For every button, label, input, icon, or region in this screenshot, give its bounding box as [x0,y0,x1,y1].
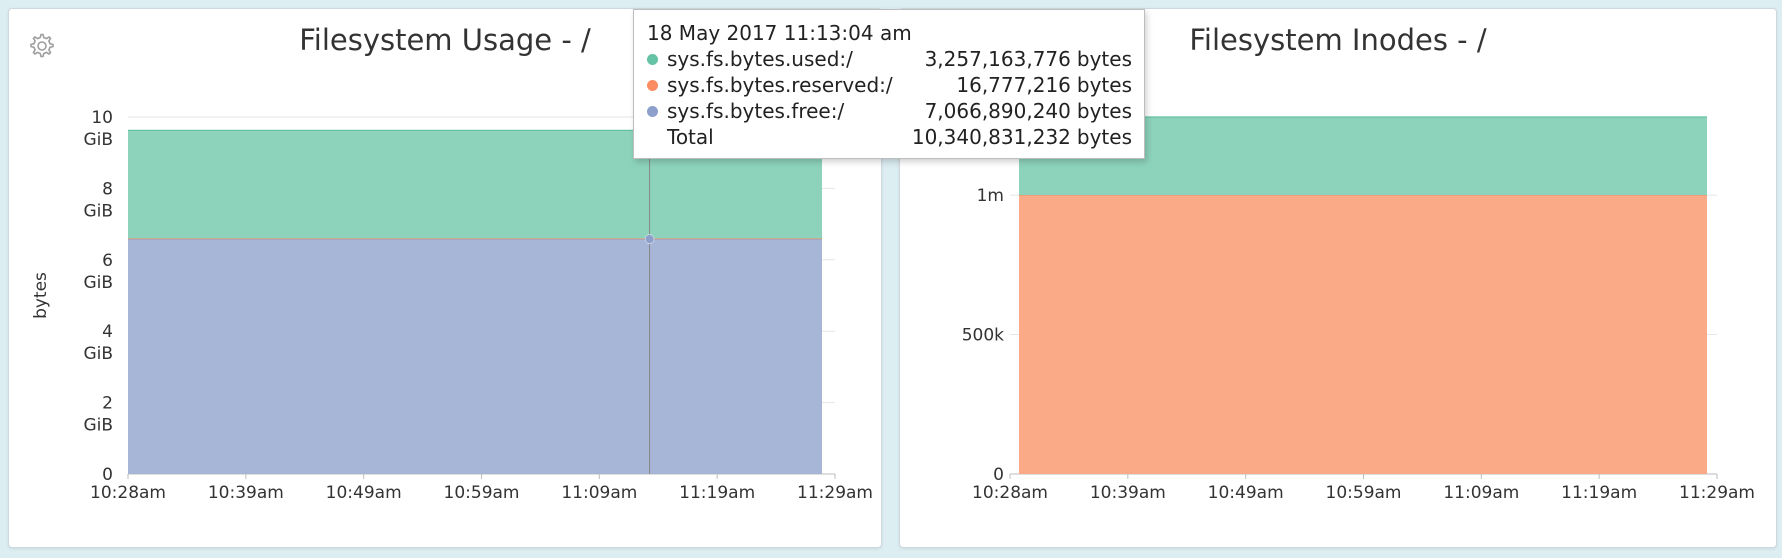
x-tick-label: 11:09am [561,483,637,503]
y-tick-label: 4 [102,322,113,342]
x-tick-label: 10:49am [326,483,402,503]
x-tick-label: 10:39am [1090,483,1166,503]
x-tick-label: 11:19am [679,483,755,503]
x-tick-label: 11:09am [1443,483,1519,503]
y-tick-label: 500k [962,326,1004,346]
x-tick-label: 11:29am [797,483,873,503]
tooltip-row-used: sys.fs.bytes.used:/ 3,257,163,776 bytes [647,46,1132,72]
y-tick-label: 10 [91,108,113,128]
area-free [128,239,822,474]
x-tick-label: 10:28am [90,483,166,503]
y-tick-label: GiB [83,416,113,436]
tooltip-series-value: 16,777,216 [956,73,1071,97]
y-tick-label: GiB [83,273,113,293]
tooltip-series-unit: bytes [1076,99,1132,123]
tooltip-series-name: sys.fs.bytes.reserved:/ [667,73,893,97]
tooltip-series-unit: bytes [1076,47,1132,71]
y-tick-label: 2 [102,394,113,414]
x-tick-label: 11:19am [1561,483,1637,503]
y-axis-label: bytes [31,272,51,319]
y-tick-label: 6 [102,251,113,271]
tooltip-series-value: 7,066,890,240 [924,99,1071,123]
tooltip-total-unit: bytes [1076,125,1132,149]
tooltip-timestamp: 18 May 2017 11:13:04 am [647,21,912,45]
tooltip-series-name: sys.fs.bytes.used:/ [667,47,853,71]
tooltip-row-total: Total 10,340,831,232 bytes [647,124,1132,150]
series-dot-icon [647,79,658,91]
y-tick-label: 0 [993,465,1004,485]
area-reserved [1019,195,1707,474]
x-tick-label: 10:39am [208,483,284,503]
panel-title: Filesystem Usage - / [299,23,591,57]
x-tick-label: 10:49am [1208,483,1284,503]
x-tick-label: 10:59am [1326,483,1402,503]
panel-title: Filesystem Inodes - / [1189,23,1487,57]
tooltip-row-free: sys.fs.bytes.free:/ 7,066,890,240 bytes [647,98,1132,124]
hover-point [644,234,655,244]
chart-tooltip: 18 May 2017 11:13:04 am sys.fs.bytes.use… [633,9,1145,159]
y-tick-label: GiB [83,130,113,150]
series-dot-spacer [647,132,658,143]
tooltip-row-reserved: sys.fs.bytes.reserved:/ 16,777,216 bytes [647,72,1132,98]
tooltip-total-label: Total [667,125,714,149]
area-used [1019,117,1707,196]
x-tick-label: 10:59am [444,483,520,503]
y-tick-label: GiB [83,344,113,364]
filesystem-inodes-chart[interactable]: 0 500k 1m 10:28am 10:39am 10:49am 10:59am 11:09… [900,9,1776,547]
x-tick-label: 11:29am [1679,483,1755,503]
y-tick-label: GiB [83,201,113,221]
y-tick-label: 8 [102,179,113,199]
tooltip-total-value: 10,340,831,232 [911,125,1071,149]
x-tick-label: 10:28am [972,483,1048,503]
y-tick-label: 1m [977,186,1004,206]
tooltip-series-name: sys.fs.bytes.free:/ [667,99,845,123]
tooltip-series-value: 3,257,163,776 [924,47,1071,71]
y-tick-label: 0 [102,465,113,485]
gear-icon[interactable] [26,30,56,60]
tooltip-series-unit: bytes [1076,73,1132,97]
series-dot-icon [647,105,658,117]
series-dot-icon [647,53,658,65]
